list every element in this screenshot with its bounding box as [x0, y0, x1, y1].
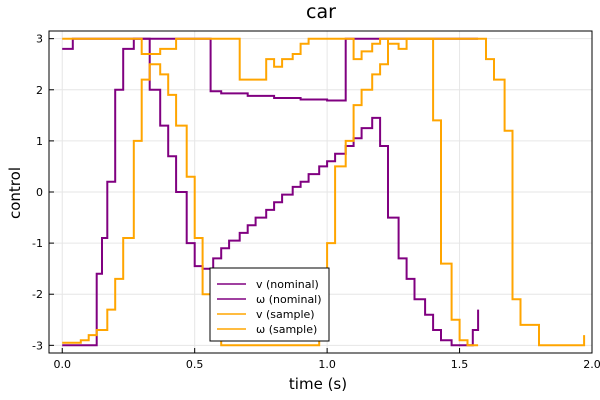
y-tick-label: 2 [36, 84, 43, 97]
legend-label: v (nominal) [256, 278, 319, 291]
y-tick-label: 3 [36, 33, 43, 46]
y-tick-label: 0 [36, 186, 43, 199]
chart-title: car [306, 1, 336, 23]
x-tick-label: 2.0 [583, 358, 600, 371]
x-tick-label: 1.5 [451, 358, 469, 371]
legend-label: ω (sample) [256, 323, 317, 336]
series-layer [62, 37, 586, 347]
y-tick-label: 1 [36, 135, 43, 148]
series-line-sample-3 [62, 37, 479, 347]
x-tick-label: 0.0 [53, 358, 71, 371]
series-line-v-sample-2 [62, 37, 586, 347]
legend: v (nominal) ω (nominal) v (sample) ω (sampl… [209, 267, 330, 342]
legend-label: ω (nominal) [256, 293, 322, 306]
x-axis-title: time (s) [289, 375, 347, 393]
legend-label: v (sample) [256, 308, 315, 321]
y-axis-title: control [6, 167, 24, 219]
y-tick-label: -1 [32, 237, 43, 250]
y-tick-label: -3 [32, 339, 43, 352]
series-line-nominal-1 [62, 37, 480, 347]
y-tick-label: -2 [32, 288, 43, 301]
x-tick-label: 0.5 [186, 358, 204, 371]
axis-ticks: 0.0 0.5 1.0 1.5 2.0 -3 -2 -1 0 1 2 3 [32, 33, 600, 371]
x-tick-label: 1.0 [318, 358, 336, 371]
